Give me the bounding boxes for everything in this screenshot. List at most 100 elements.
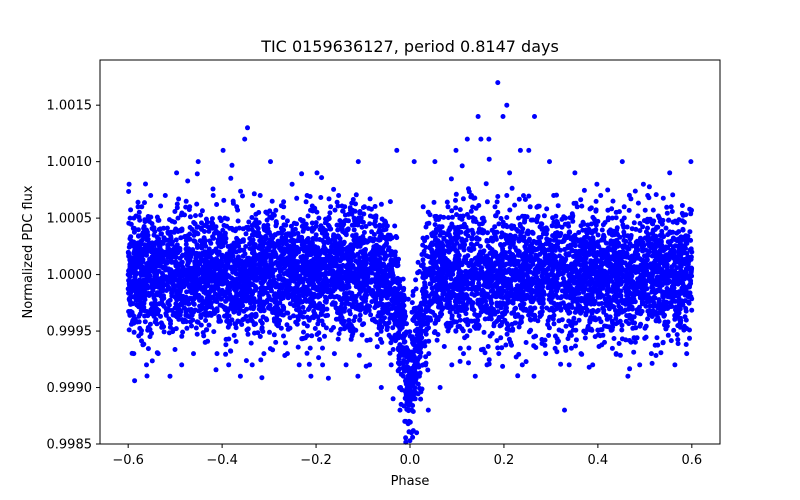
- data-point: [622, 297, 628, 303]
- data-point: [127, 312, 133, 318]
- data-point: [390, 325, 396, 331]
- data-point: [242, 136, 248, 142]
- data-point: [410, 428, 416, 434]
- data-point: [466, 345, 472, 351]
- data-point: [309, 297, 315, 302]
- data-point: [226, 313, 232, 319]
- data-point: [503, 342, 509, 348]
- data-point: [221, 197, 227, 203]
- data-point: [485, 230, 490, 236]
- data-point: [174, 170, 180, 176]
- data-point: [162, 193, 168, 198]
- data-point: [291, 313, 296, 319]
- data-point: [420, 257, 426, 263]
- data-point: [424, 234, 430, 240]
- data-point: [367, 221, 373, 227]
- data-point: [266, 293, 272, 299]
- data-point: [241, 247, 247, 253]
- data-point: [185, 178, 191, 184]
- data-point: [238, 188, 244, 194]
- data-point: [183, 204, 189, 210]
- data-point: [346, 211, 351, 217]
- data-point: [471, 307, 477, 313]
- data-point: [335, 227, 341, 233]
- data-point: [149, 358, 155, 364]
- data-point: [486, 361, 492, 367]
- data-point: [198, 212, 204, 218]
- data-point: [349, 290, 355, 296]
- data-point: [464, 136, 470, 142]
- data-point: [142, 200, 147, 206]
- data-point: [390, 347, 396, 352]
- data-point: [486, 136, 492, 142]
- data-point: [627, 366, 633, 372]
- data-point: [609, 215, 615, 221]
- data-point: [523, 340, 529, 345]
- data-point: [445, 328, 451, 334]
- data-point: [423, 354, 429, 360]
- data-point: [151, 225, 157, 231]
- data-point: [360, 205, 366, 210]
- data-point: [141, 341, 147, 347]
- data-point: [406, 408, 411, 414]
- data-point: [653, 353, 659, 358]
- data-point: [207, 226, 213, 232]
- data-point: [496, 221, 502, 227]
- data-point: [465, 253, 471, 259]
- data-point: [498, 216, 504, 221]
- data-point: [588, 205, 594, 211]
- data-point: [410, 289, 416, 294]
- data-point: [388, 340, 394, 346]
- data-point: [426, 351, 432, 357]
- data-point: [434, 337, 440, 343]
- data-point: [472, 373, 478, 379]
- data-point: [397, 407, 403, 413]
- data-point: [534, 219, 540, 225]
- data-point: [671, 327, 677, 333]
- data-point: [619, 159, 625, 165]
- data-point: [576, 238, 582, 244]
- data-point: [445, 215, 451, 221]
- data-point: [606, 245, 611, 251]
- data-point: [622, 307, 628, 313]
- data-point: [174, 205, 180, 211]
- data-point: [528, 317, 534, 323]
- data-point: [263, 235, 269, 241]
- data-point: [210, 193, 216, 198]
- data-point: [429, 249, 435, 255]
- data-point: [266, 285, 272, 291]
- data-point: [271, 292, 277, 298]
- data-point: [645, 233, 651, 239]
- data-point: [581, 187, 587, 193]
- data-point: [352, 314, 358, 320]
- data-point: [492, 204, 498, 210]
- data-point: [371, 232, 377, 237]
- data-point: [642, 253, 647, 259]
- data-point: [374, 332, 380, 337]
- data-point: [461, 351, 466, 357]
- data-point: [185, 260, 191, 266]
- data-point: [581, 328, 587, 334]
- data-point: [491, 321, 497, 326]
- data-point: [653, 192, 659, 198]
- data-point: [410, 409, 416, 414]
- data-point: [264, 317, 270, 323]
- data-point: [520, 226, 526, 232]
- data-point: [335, 336, 341, 342]
- data-point: [191, 220, 197, 225]
- data-point: [338, 326, 344, 332]
- data-point: [344, 296, 350, 302]
- data-point: [500, 363, 506, 369]
- data-point: [412, 328, 418, 334]
- data-point: [164, 281, 170, 287]
- data-point: [310, 236, 316, 241]
- data-point: [357, 317, 363, 323]
- data-point: [594, 309, 600, 315]
- data-point: [437, 385, 443, 390]
- data-point: [485, 344, 491, 349]
- data-point: [658, 233, 664, 239]
- data-point: [626, 207, 632, 213]
- data-point: [457, 317, 463, 323]
- data-point: [579, 203, 585, 209]
